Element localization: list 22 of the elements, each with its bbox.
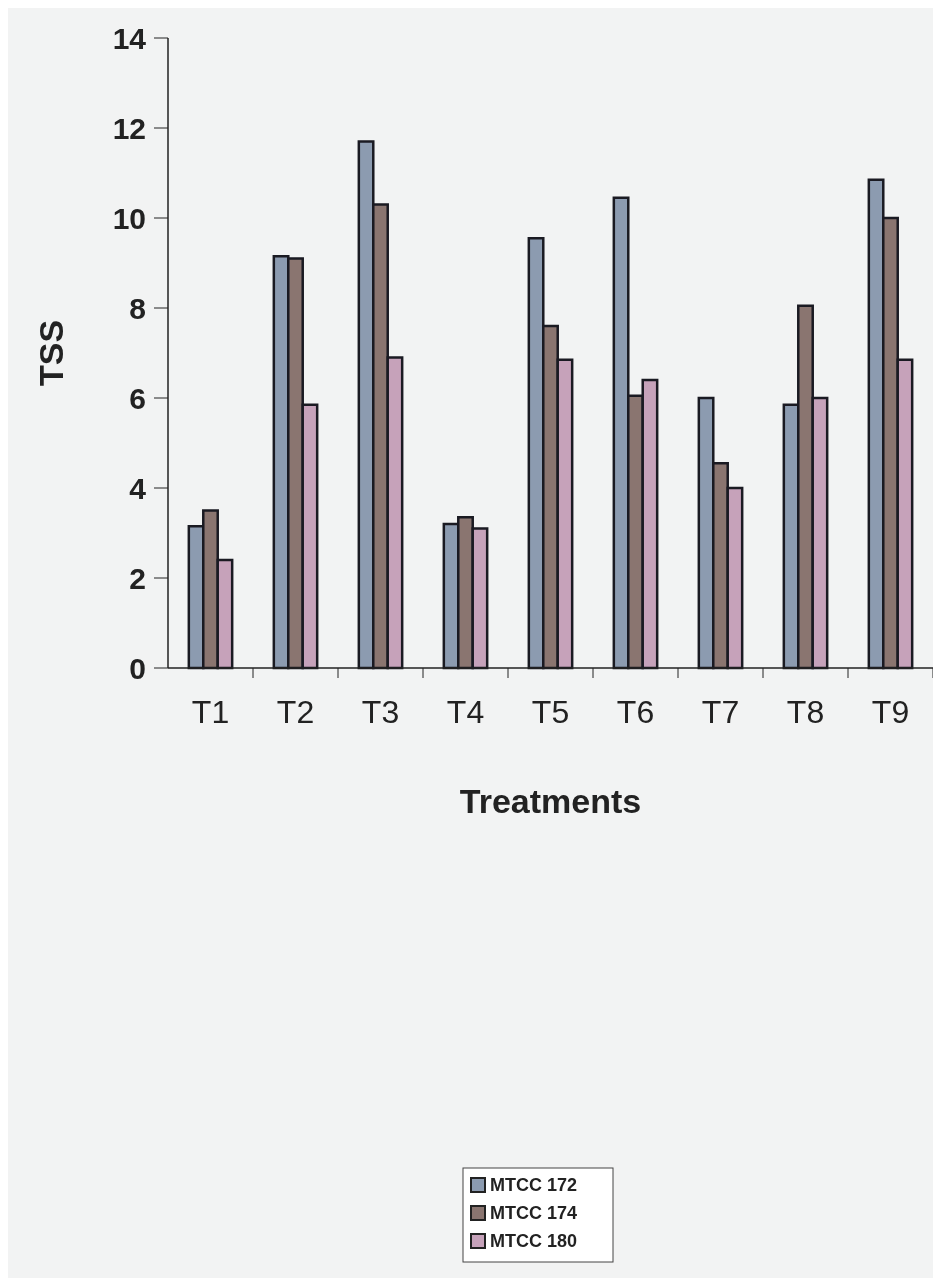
x-tick-label: T6 xyxy=(616,694,655,730)
legend-label: MTCC 172 xyxy=(490,1175,578,1196)
y-axis-title: TSS xyxy=(32,319,70,387)
y-tick-label: 14 xyxy=(112,21,147,55)
y-tick-label: 12 xyxy=(112,111,146,145)
legend-label: MTCC 180 xyxy=(490,1231,578,1252)
x-tick-label: T5 xyxy=(531,694,570,730)
legend-label: MTCC 174 xyxy=(490,1203,578,1224)
x-tick-label: T8 xyxy=(786,694,825,730)
x-tick-label: T1 xyxy=(191,694,230,730)
x-tick-label: T7 xyxy=(701,694,740,730)
x-tick-label: T4 xyxy=(446,694,485,730)
y-tick-label: 10 xyxy=(112,201,146,235)
y-tick-label: 6 xyxy=(129,381,146,415)
x-tick-label: T2 xyxy=(276,694,315,730)
y-tick-label: 2 xyxy=(129,561,146,595)
y-tick-label: 0 xyxy=(129,651,146,685)
y-tick-label: 4 xyxy=(129,471,147,505)
x-tick-label: T9 xyxy=(871,694,910,730)
x-tick-label: T3 xyxy=(361,694,400,730)
y-tick-label: 8 xyxy=(129,291,146,325)
x-axis-title: Treatments xyxy=(459,782,642,820)
